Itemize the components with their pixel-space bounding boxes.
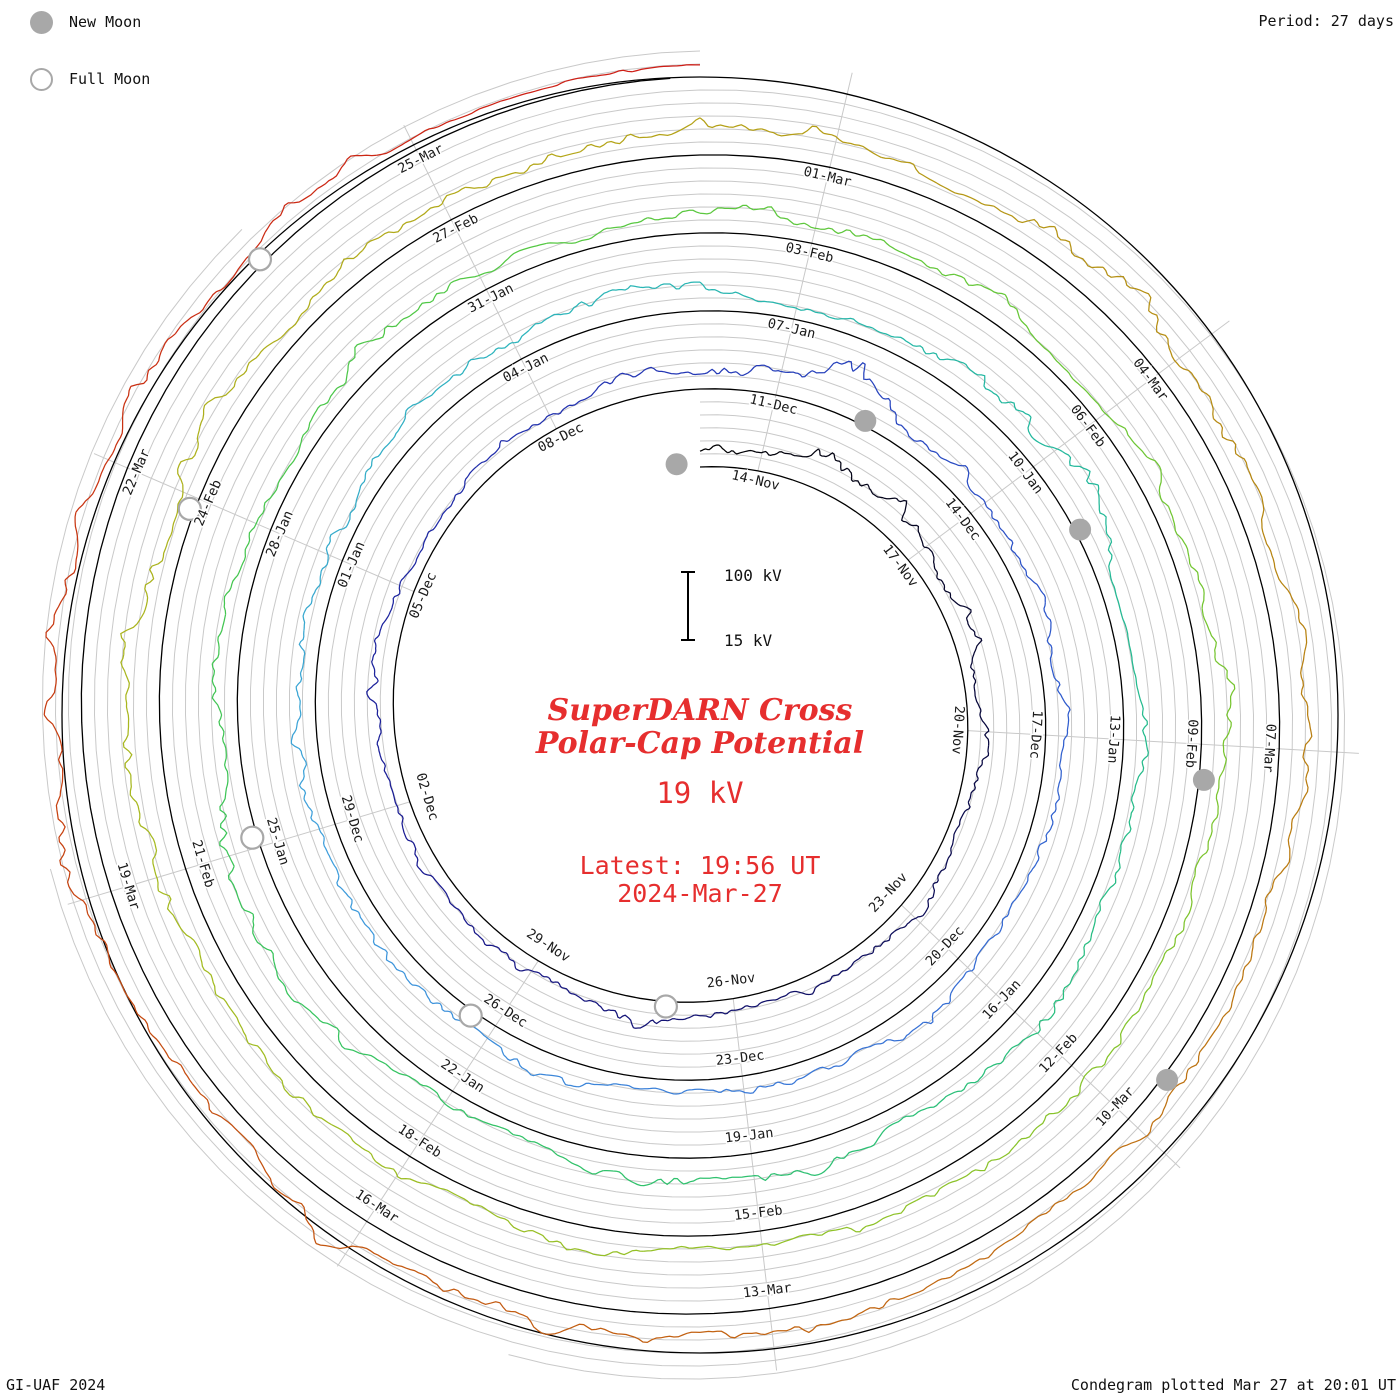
date-label: 16-Jan xyxy=(979,977,1024,1023)
new-moon-label: New Moon xyxy=(69,13,142,31)
date-label: 19-Mar xyxy=(114,860,143,911)
date-label: 17-Dec xyxy=(1026,710,1045,760)
new-moon-legend-row: New Moon xyxy=(30,10,150,34)
new-moon-marker xyxy=(1156,1068,1179,1091)
new-moon-marker xyxy=(854,409,877,432)
date-label: 27-Feb xyxy=(430,211,481,247)
date-label: 09-Feb xyxy=(1182,719,1201,769)
date-label: 25-Mar xyxy=(395,141,446,177)
scale-bar: 100 kV 15 kV xyxy=(681,566,782,650)
date-label: 08-Dec xyxy=(535,420,586,456)
date-label: 07-Jan xyxy=(766,315,817,342)
date-label: 21-Feb xyxy=(188,838,217,889)
date-label: 20-Nov xyxy=(948,705,967,755)
date-label: 14-Nov xyxy=(730,467,781,494)
date-label: 01-Mar xyxy=(802,164,853,191)
date-label: 15-Feb xyxy=(733,1202,783,1224)
date-label: 02-Dec xyxy=(412,771,441,822)
date-label: 13-Mar xyxy=(742,1280,792,1302)
date-label: 19-Jan xyxy=(724,1125,774,1147)
date-label: 10-Mar xyxy=(1093,1084,1138,1130)
date-label: 12-Feb xyxy=(1036,1030,1081,1076)
date-label: 04-Mar xyxy=(1129,355,1171,404)
scale-top-label: 100 kV xyxy=(724,566,782,585)
full-moon-marker xyxy=(458,1003,483,1028)
full-moon-icon xyxy=(30,67,53,91)
full-moon-marker xyxy=(653,994,679,1019)
date-label: 29-Nov xyxy=(523,926,573,966)
grid xyxy=(41,50,1359,1380)
full-moon-marker xyxy=(177,496,202,521)
date-label: 23-Dec xyxy=(715,1047,765,1069)
date-label: 28-Jan xyxy=(263,508,297,559)
date-label: 26-Nov xyxy=(706,970,756,992)
date-label: 06-Feb xyxy=(1067,402,1109,451)
moon-markers xyxy=(177,247,1215,1091)
date-label: 01-Jan xyxy=(335,539,369,590)
baseline-spiral xyxy=(61,76,1339,1354)
date-label: 17-Nov xyxy=(879,542,921,591)
full-moon-marker xyxy=(247,247,273,272)
date-label: 13-Jan xyxy=(1104,714,1123,764)
credit-label: GI-UAF 2024 xyxy=(6,1376,106,1394)
full-moon-label: Full Moon xyxy=(69,70,151,88)
date-label: 04-Jan xyxy=(500,350,551,386)
new-moon-marker xyxy=(665,453,688,476)
new-moon-marker xyxy=(1069,518,1092,541)
scale-bottom-label: 15 kV xyxy=(724,631,773,650)
date-label: 10-Jan xyxy=(1004,448,1046,497)
date-label: 31-Jan xyxy=(465,280,516,316)
date-label: 23-Nov xyxy=(866,869,911,915)
new-moon-icon xyxy=(30,10,53,34)
date-label: 14-Dec xyxy=(942,495,984,544)
date-label: 05-Dec xyxy=(406,570,440,621)
moon-legend: New Moon Full Moon xyxy=(30,10,150,124)
date-label: 29-Dec xyxy=(338,793,367,844)
date-label: 11-Dec xyxy=(748,391,799,418)
potential-trace xyxy=(43,64,1313,1344)
full-moon-legend-row: Full Moon xyxy=(30,67,150,91)
date-label: 25-Jan xyxy=(263,816,292,867)
period-label: Period: 27 days xyxy=(1258,12,1394,30)
date-label: 07-Mar xyxy=(1260,723,1279,773)
new-moon-marker xyxy=(1192,768,1215,791)
date-label: 22-Mar xyxy=(120,446,154,497)
date-label: 20-Dec xyxy=(923,923,968,969)
full-moon-marker xyxy=(240,825,265,850)
plot-timestamp-label: Condegram plotted Mar 27 at 20:01 UT xyxy=(1070,1376,1396,1394)
date-label: 03-Feb xyxy=(784,240,835,267)
